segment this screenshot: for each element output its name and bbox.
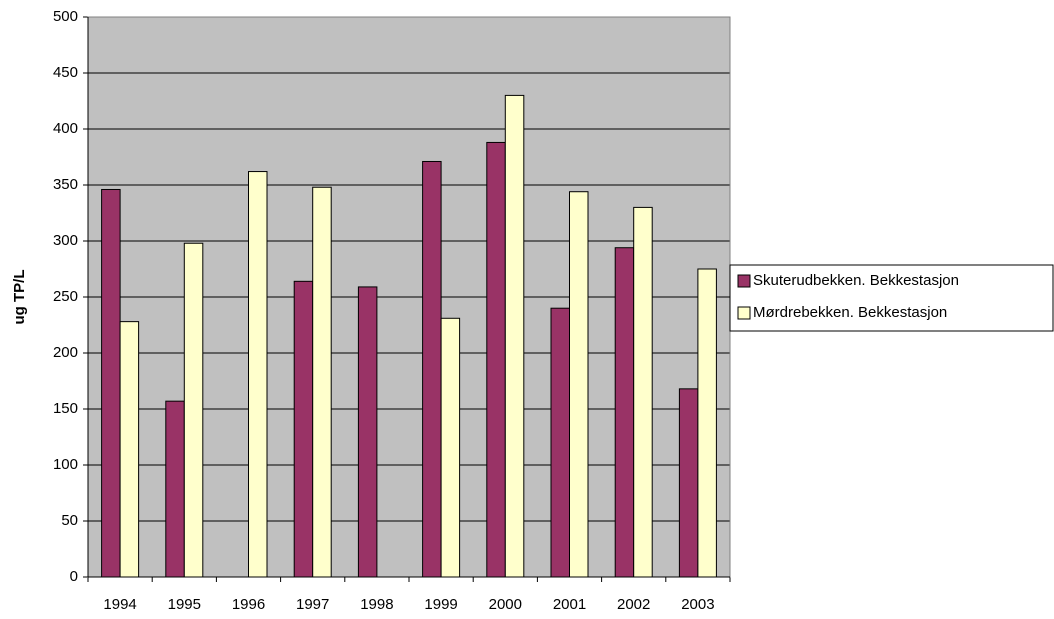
bar (440, 317, 461, 578)
x-tick-label: 2003 (681, 596, 714, 613)
y-tick-label: 300 (53, 232, 78, 249)
legend: Skuterudbekken. Bekkestasjon Mørdrebekken… (729, 264, 1054, 332)
bar (633, 206, 653, 578)
bar (357, 286, 378, 578)
y-tick-label: 150 (53, 400, 78, 417)
x-tick-label: 2002 (617, 596, 650, 613)
bar (486, 141, 506, 578)
y-tick-label: 350 (53, 176, 78, 193)
bar (550, 307, 570, 578)
x-tick-label: 1994 (103, 596, 136, 613)
y-tick-label: 0 (70, 568, 78, 585)
bar (504, 94, 525, 578)
legend-swatch (737, 306, 751, 320)
y-tick-label: 200 (53, 344, 78, 361)
y-tick-label: 400 (53, 120, 78, 137)
x-tick-label: 1998 (360, 596, 393, 613)
y-tick-label: 250 (53, 288, 78, 305)
legend-label: Mørdrebekken. Bekkestasjon (753, 304, 947, 321)
y-tick-label: 450 (53, 64, 78, 81)
x-tick-label: 1999 (424, 596, 457, 613)
bar (101, 188, 121, 578)
bar (165, 400, 185, 578)
legend-swatch (737, 274, 751, 288)
bar (422, 160, 442, 578)
x-tick-label: 1995 (168, 596, 201, 613)
bar (119, 321, 140, 578)
bar (248, 171, 268, 578)
y-axis-label: ug TP/L (11, 270, 28, 325)
bar (183, 242, 204, 578)
bar (293, 280, 314, 578)
bar (678, 388, 699, 578)
y-tick-label: 500 (53, 8, 78, 25)
bar (697, 268, 717, 578)
x-tick-label: 2000 (489, 596, 522, 613)
x-tick-label: 1997 (296, 596, 329, 613)
bar (569, 191, 589, 578)
legend-label: Skuterudbekken. Bekkestasjon (753, 272, 959, 289)
y-tick-label: 100 (53, 456, 78, 473)
x-tick-label: 2001 (553, 596, 586, 613)
y-tick-label: 50 (61, 512, 78, 529)
bar (614, 247, 635, 578)
bar (312, 186, 332, 578)
legend-box (729, 264, 1054, 332)
x-tick-label: 1996 (232, 596, 265, 613)
